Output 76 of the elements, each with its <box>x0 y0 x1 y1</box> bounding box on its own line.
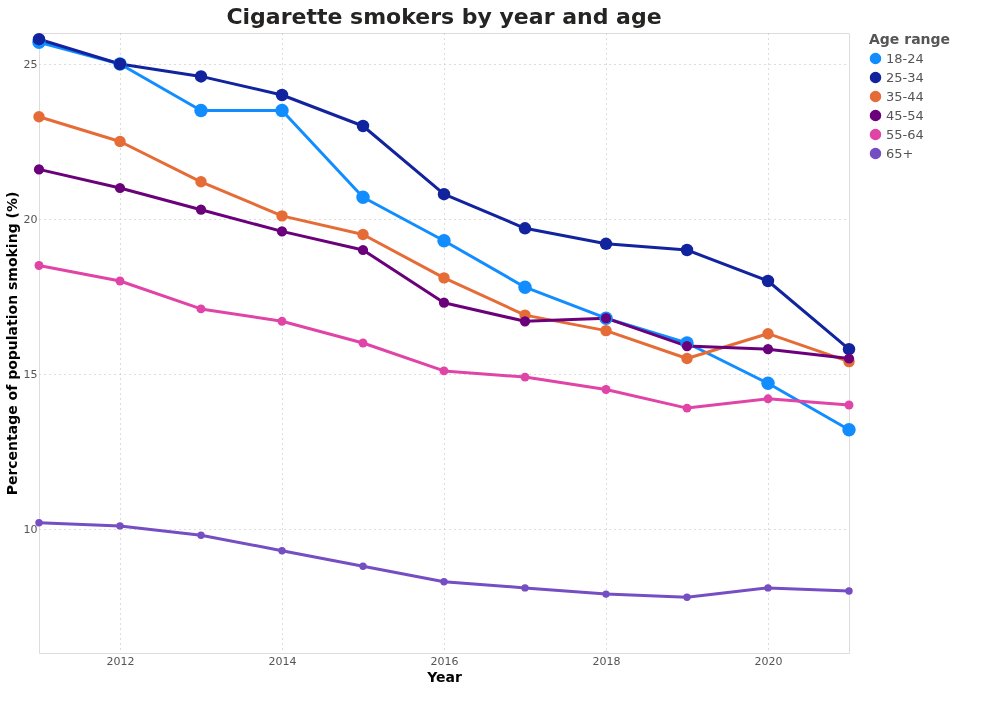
x-tick-label: 2014 <box>268 654 297 668</box>
point <box>195 204 207 215</box>
point <box>438 297 450 308</box>
y-tick-label: 20 <box>23 212 38 226</box>
point <box>437 234 451 248</box>
point <box>115 276 125 286</box>
point <box>359 562 367 570</box>
point <box>195 176 207 188</box>
point <box>197 531 205 539</box>
point <box>33 164 45 175</box>
legend-label: 55-64 <box>886 126 924 142</box>
x-tick-label: 2020 <box>754 654 783 668</box>
point <box>358 338 368 348</box>
point <box>278 547 286 555</box>
point <box>682 403 692 413</box>
point <box>276 226 288 237</box>
chart-title: Cigarette smokers by year and age <box>226 3 662 29</box>
x-axis-title: Year <box>426 668 462 685</box>
point <box>275 103 289 118</box>
point <box>761 274 775 288</box>
point <box>34 261 44 270</box>
x-tick-label: 2018 <box>592 654 621 668</box>
point <box>194 103 208 118</box>
point <box>356 190 370 204</box>
point <box>601 385 611 394</box>
legend-label: 25-34 <box>886 69 924 85</box>
point <box>520 372 530 382</box>
point <box>599 237 613 251</box>
y-tick-label: 25 <box>23 57 38 71</box>
point <box>761 376 775 390</box>
point <box>194 70 208 83</box>
point <box>275 88 289 102</box>
point <box>518 280 532 294</box>
point <box>437 187 451 201</box>
point <box>681 352 693 365</box>
point <box>762 344 774 355</box>
point <box>438 272 450 284</box>
point <box>763 394 773 404</box>
point <box>356 119 370 133</box>
point <box>845 587 853 595</box>
point <box>519 316 531 327</box>
legend-title: Age range <box>869 31 951 47</box>
point <box>116 522 124 530</box>
point <box>842 423 856 437</box>
point <box>602 590 610 598</box>
x-tick-label: 2016 <box>430 654 459 668</box>
point <box>844 400 854 410</box>
point <box>843 353 855 364</box>
point <box>276 210 288 222</box>
point <box>518 222 532 235</box>
legend-label: 35-44 <box>886 88 924 104</box>
point <box>114 182 126 194</box>
x-tick-label: 2012 <box>106 654 135 668</box>
point <box>600 324 612 337</box>
legend-label: 18-24 <box>886 50 924 66</box>
point <box>33 111 45 123</box>
point <box>196 304 206 314</box>
point <box>681 340 693 352</box>
y-axis-title: Percentage of population smoking (%) <box>3 191 20 496</box>
point <box>357 228 369 241</box>
point <box>764 584 772 592</box>
point <box>357 244 369 256</box>
point <box>277 316 287 326</box>
y-tick-label: 15 <box>23 367 38 381</box>
point <box>521 584 529 592</box>
point <box>35 519 43 527</box>
legend-label: 45-54 <box>886 107 924 123</box>
point <box>439 366 449 376</box>
point <box>762 328 774 340</box>
point <box>114 135 126 148</box>
point <box>683 593 691 601</box>
legend-label: 65+ <box>886 145 914 161</box>
point <box>680 243 694 257</box>
y-tick-label: 10 <box>23 522 38 536</box>
point <box>440 578 448 586</box>
point <box>842 342 856 356</box>
